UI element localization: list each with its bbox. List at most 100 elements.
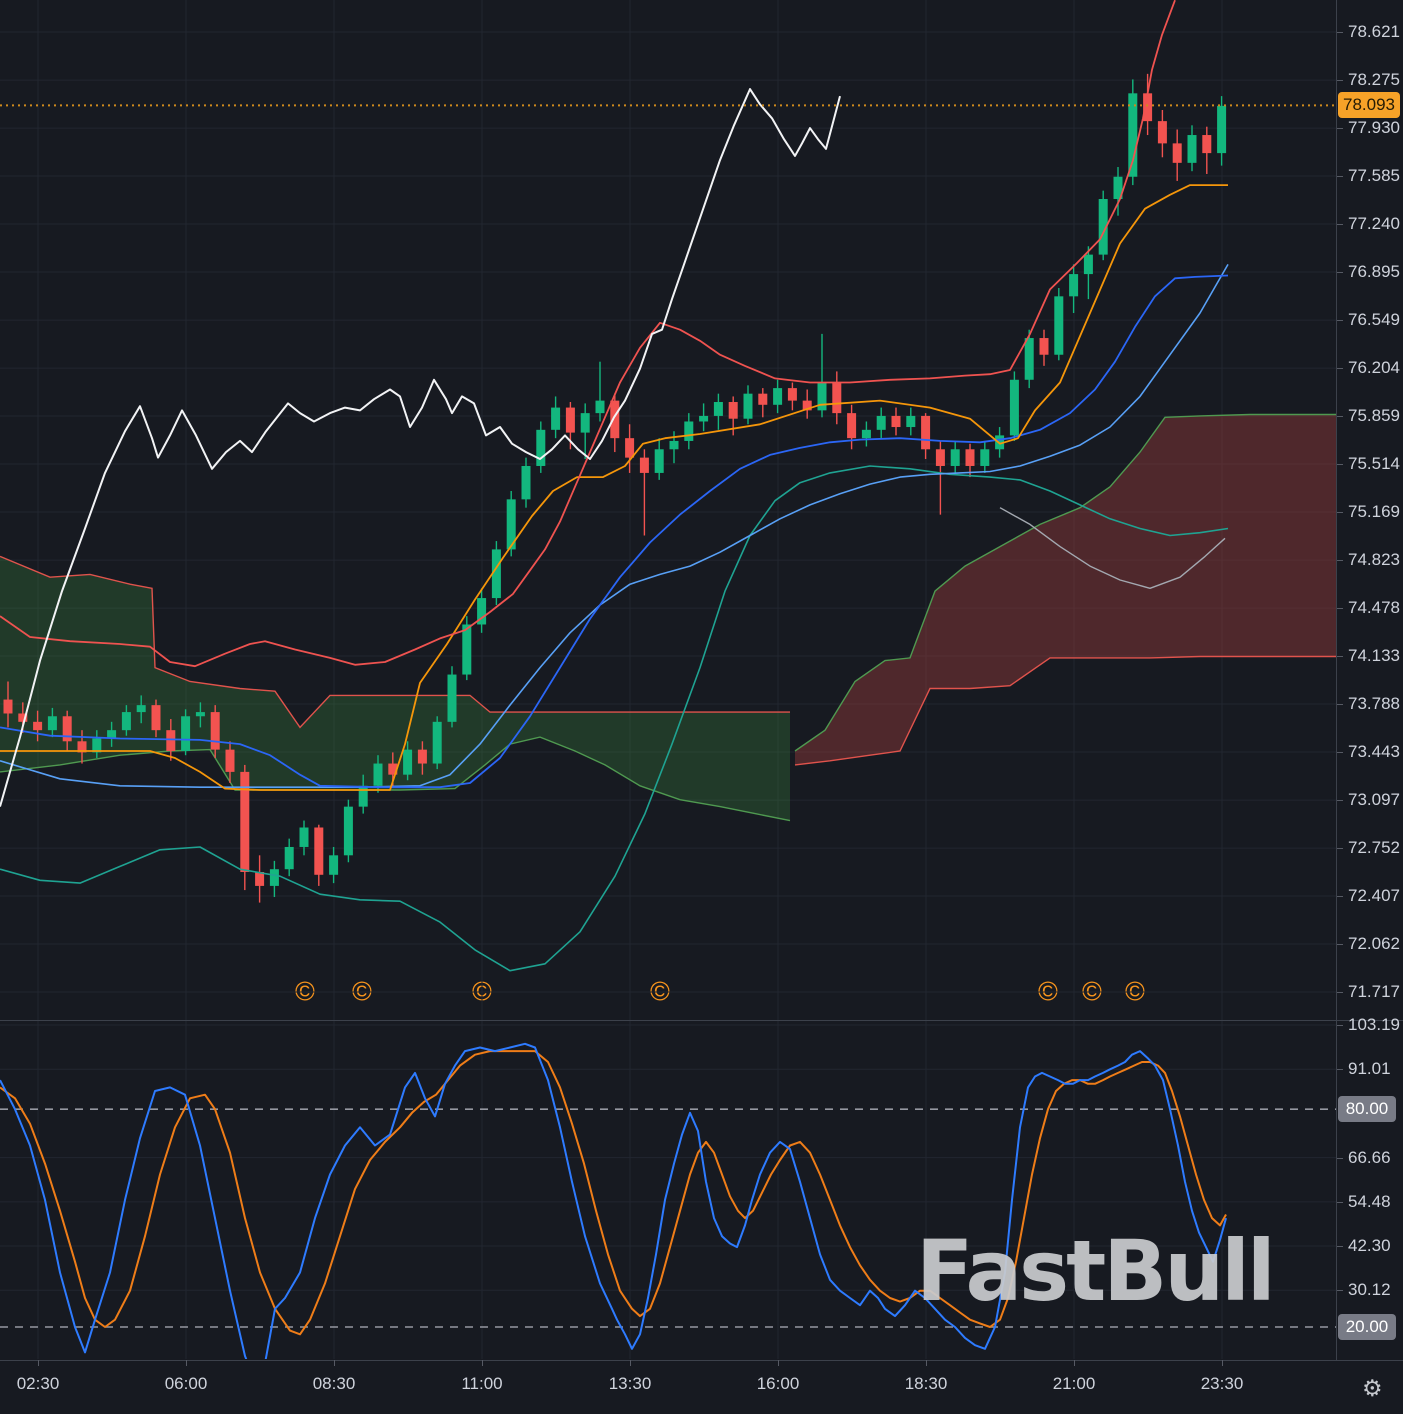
candle-body	[610, 400, 620, 439]
candle-body	[1009, 379, 1019, 436]
candle-body	[1039, 338, 1049, 355]
price-tick-label: 73.788	[1348, 694, 1400, 714]
candle-body	[121, 712, 131, 731]
oscillator-tick-label: 42.30	[1348, 1236, 1391, 1256]
kijun-orange-line	[0, 184, 1228, 791]
price-tick-label: 75.169	[1348, 502, 1400, 521]
candle-body	[284, 846, 294, 870]
price-tick-label: 74.133	[1348, 646, 1400, 666]
candle-body	[758, 393, 768, 405]
candle-body	[62, 716, 72, 742]
oscillator-tick-mark	[1337, 1025, 1343, 1026]
time-tick-label[interactable]: 02:30	[16, 1374, 60, 1393]
time-tick-label[interactable]: 13:30	[608, 1374, 652, 1393]
candle-body	[210, 712, 220, 750]
candle-body	[950, 449, 960, 466]
candle-body	[240, 771, 250, 872]
candle-body	[684, 421, 694, 441]
white-overlay-line	[0, 88, 841, 807]
oscillator-tick-label: 91.01	[1348, 1059, 1391, 1079]
time-tick-mark	[1074, 1360, 1075, 1366]
price-tick-mark	[1337, 896, 1343, 898]
candle-body	[477, 598, 487, 625]
candle-body	[225, 749, 235, 772]
price-tick-mark	[1337, 608, 1343, 610]
price-tick-label: 76.204	[1348, 358, 1400, 378]
candle-body	[521, 465, 531, 500]
oscillator-level-label: 80.00	[1338, 1096, 1396, 1123]
oscillator-tick-mark	[1337, 1290, 1343, 1292]
candle-body	[417, 749, 427, 764]
price-tick-label: 71.717	[1348, 982, 1400, 1001]
candle-body	[47, 716, 57, 731]
candle-body	[817, 382, 827, 411]
time-tick-label[interactable]: 23:30	[1200, 1374, 1244, 1393]
candle-body	[876, 415, 886, 430]
time-tick-mark	[186, 1360, 187, 1366]
candle-body	[654, 449, 664, 473]
time-tick-label[interactable]: 16:00	[756, 1374, 800, 1393]
candle-body	[107, 730, 117, 739]
chikou-gray-line	[999, 507, 1226, 589]
candle-body	[1024, 338, 1034, 380]
settings-gear-icon[interactable]: ⚙	[1362, 1375, 1383, 1401]
candle-body	[343, 806, 353, 856]
candle-body	[33, 721, 43, 731]
candle-body	[447, 674, 457, 722]
candle-body	[136, 705, 146, 713]
candle-body	[639, 457, 649, 473]
price-tick-mark	[1337, 128, 1343, 130]
candle-body	[1098, 198, 1108, 255]
price-axis-separator	[1336, 0, 1337, 1360]
candle-body	[802, 400, 812, 411]
time-tick-label[interactable]: 08:30	[312, 1374, 356, 1393]
price-tick-mark	[1337, 368, 1343, 370]
candle-body	[1083, 254, 1093, 275]
candle-body	[1217, 105, 1227, 154]
candle-body	[713, 402, 723, 416]
candle-body	[1172, 143, 1182, 163]
candle-body	[595, 400, 605, 414]
fastbull-logo-watermark: FastBull	[916, 1222, 1276, 1320]
candle-body	[787, 388, 797, 401]
candle-body	[195, 712, 205, 717]
time-tick-label[interactable]: 06:00	[164, 1374, 208, 1393]
last-price-label: 78.093	[1338, 92, 1400, 119]
oscillator-tick-mark	[1337, 1246, 1343, 1248]
time-tick-mark	[1222, 1360, 1223, 1366]
price-tick-mark	[1337, 560, 1343, 562]
price-tick-label: 74.823	[1348, 550, 1400, 570]
price-tick-mark	[1337, 80, 1343, 82]
price-tick-label: 78.621	[1348, 22, 1400, 41]
oscillator-tick-mark	[1337, 1201, 1343, 1203]
candle-body	[388, 763, 398, 775]
time-tick-label[interactable]: 18:30	[904, 1374, 948, 1393]
candle-body	[506, 499, 516, 550]
candle-body	[77, 741, 87, 753]
price-tick-mark	[1337, 416, 1343, 418]
price-tick-mark	[1337, 704, 1343, 706]
price-tick-mark	[1337, 800, 1343, 802]
time-tick-label[interactable]: 11:00	[461, 1374, 503, 1393]
candle-body	[832, 382, 842, 414]
candle-body	[3, 699, 13, 714]
pane-separator[interactable]	[0, 1020, 1403, 1021]
ichimoku-cloud-green-upper-border	[0, 555, 790, 729]
oscillator-tick-label: 54.48	[1348, 1191, 1391, 1211]
price-tick-mark	[1337, 752, 1343, 753]
candle-body	[980, 449, 990, 466]
stochastic-oscillator-pane[interactable]	[0, 1021, 1336, 1359]
candle-body	[965, 449, 975, 466]
price-tick-label: 73.097	[1348, 790, 1400, 810]
time-tick-mark	[926, 1360, 927, 1366]
candle-body	[1187, 135, 1197, 163]
main-price-chart[interactable]	[0, 0, 1336, 1020]
price-tick-mark	[1337, 320, 1343, 322]
candle-body	[151, 705, 161, 731]
oscillator-tick-label: 66.66	[1348, 1147, 1391, 1167]
time-tick-label[interactable]: 21:00	[1052, 1374, 1096, 1393]
time-tick-mark	[334, 1360, 335, 1366]
time-tick-mark	[38, 1360, 39, 1366]
ichimoku-cloud-green	[0, 556, 790, 821]
